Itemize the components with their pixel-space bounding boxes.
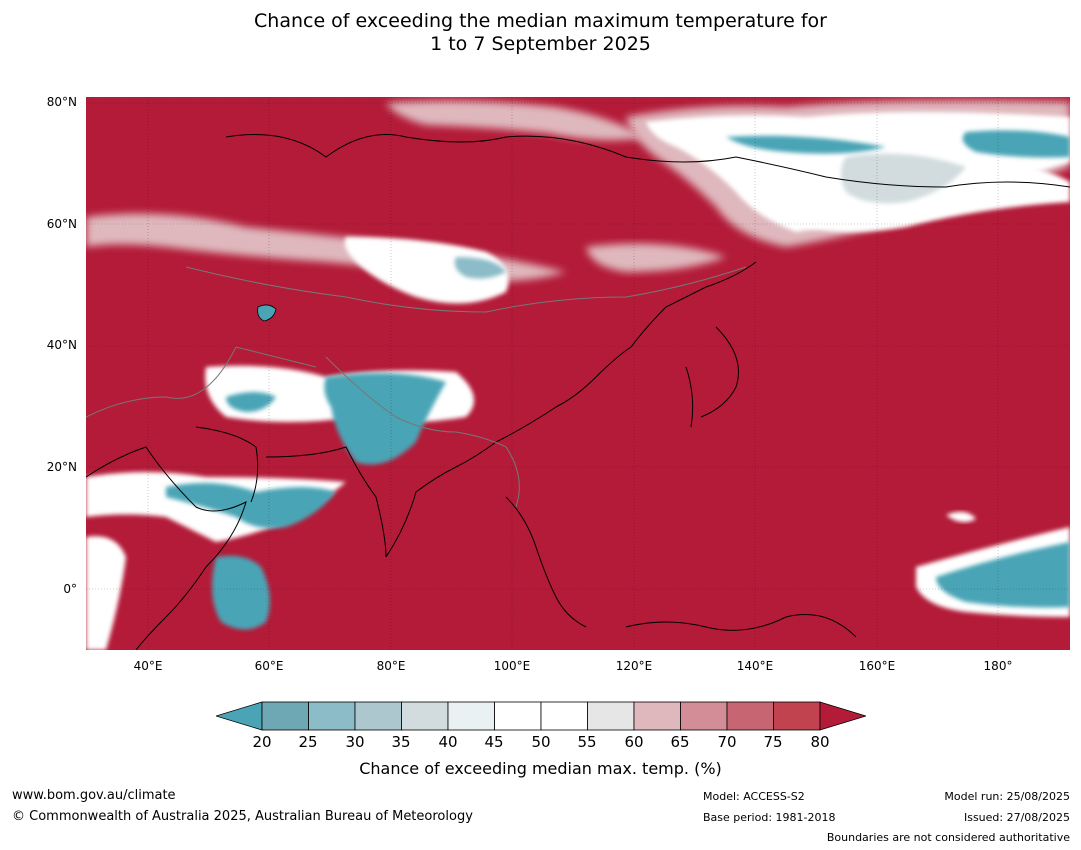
model-run-date: Model run: 25/08/2025 <box>944 790 1070 803</box>
colorbar-tick-40: 40 <box>438 733 458 751</box>
colorbar-tick-20: 20 <box>252 733 272 751</box>
colorbar-extend-low <box>216 701 263 731</box>
colorbar-tick-30: 30 <box>345 733 365 751</box>
website-link[interactable]: www.bom.gov.au/climate <box>12 788 176 803</box>
colorbar-segments <box>216 701 866 731</box>
colorbar-tick-35: 35 <box>391 733 411 751</box>
lat-label-0: 0° <box>63 582 77 596</box>
colorbar-tick-60: 60 <box>624 733 644 751</box>
colorbar-segment <box>494 701 542 731</box>
colorbar-segment <box>354 701 402 731</box>
issued-date: Issued: 27/08/2025 <box>963 811 1070 824</box>
map-title: Chance of exceeding the median maximum t… <box>0 10 1081 56</box>
colorbar-label: Chance of exceeding median max. temp. (%… <box>359 759 722 778</box>
lon-label-160e: 160°E <box>858 659 896 673</box>
copyright-text: © Commonwealth of Australia 2025, Austra… <box>12 809 473 824</box>
lon-label-180: 180° <box>983 659 1013 673</box>
base-period: Base period: 1981-2018 <box>703 811 836 824</box>
forecast-map <box>86 97 1070 650</box>
colorbar-tick-25: 25 <box>298 733 318 751</box>
coastlines <box>86 134 1070 650</box>
colorbar-segment <box>587 701 635 731</box>
lon-label-80e: 80°E <box>376 659 406 673</box>
colorbar-segment <box>447 701 495 731</box>
lat-label-80n: 80°N <box>46 95 77 109</box>
country-borders <box>86 266 747 508</box>
title-line-1: Chance of exceeding the median maximum t… <box>254 10 827 32</box>
lat-label-60n: 60°N <box>46 217 77 231</box>
boundaries-note: Boundaries are not considered authoritat… <box>826 831 1070 844</box>
colorbar-segment <box>726 701 774 731</box>
below-median-zones <box>86 100 1070 650</box>
title-line-2: 1 to 7 September 2025 <box>430 33 651 55</box>
lat-label-40n: 40°N <box>46 338 77 352</box>
lon-label-100e: 100°E <box>493 659 531 673</box>
colorbar-tick-80: 80 <box>810 733 830 751</box>
colorbar-extend-high <box>819 701 866 731</box>
colorbar-tick-45: 45 <box>484 733 504 751</box>
colorbar-tick-50: 50 <box>531 733 551 751</box>
graticule <box>86 97 1070 650</box>
colorbar-segment <box>633 701 681 731</box>
map-canvas <box>86 97 1070 650</box>
lake-balkhash <box>257 304 277 322</box>
colorbar-tick-75: 75 <box>763 733 783 751</box>
colorbar-tick-65: 65 <box>670 733 690 751</box>
colorbar-segment <box>540 701 588 731</box>
colorbar-tick-70: 70 <box>717 733 737 751</box>
colorbar-segment <box>401 701 449 731</box>
colorbar <box>216 701 866 731</box>
lon-label-40e: 40°E <box>133 659 163 673</box>
lon-label-120e: 120°E <box>615 659 653 673</box>
colorbar-segment <box>308 701 356 731</box>
model-name: Model: ACCESS-S2 <box>703 790 805 803</box>
lon-label-60e: 60°E <box>254 659 284 673</box>
colorbar-tick-55: 55 <box>577 733 597 751</box>
lon-label-140e: 140°E <box>736 659 774 673</box>
colorbar-segment <box>261 701 309 731</box>
colorbar-segment <box>773 701 821 731</box>
lat-label-20n: 20°N <box>46 460 77 474</box>
colorbar-segment <box>680 701 728 731</box>
